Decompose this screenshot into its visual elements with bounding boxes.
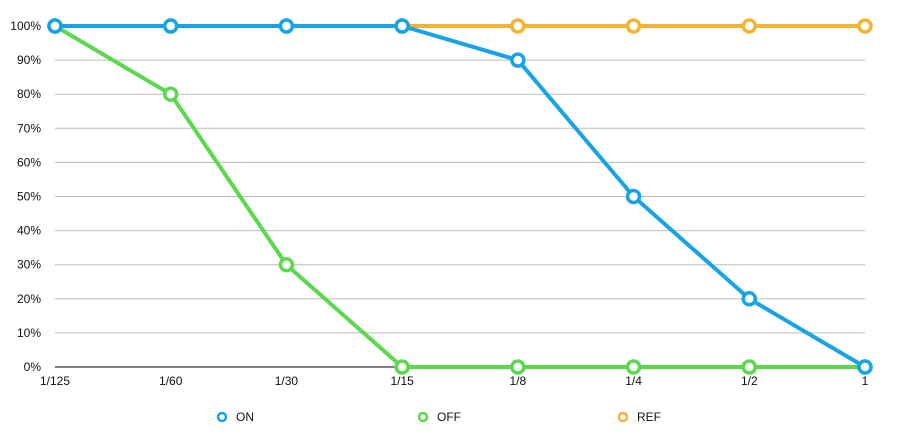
legend-marker — [417, 411, 429, 423]
data-point — [857, 18, 873, 34]
legend-label: OFF — [437, 410, 461, 424]
legend: ON OFF REF — [216, 410, 661, 424]
series-lines — [47, 18, 873, 375]
y-tick-label: 20% — [17, 292, 41, 306]
y-tick-label: 0% — [24, 360, 42, 374]
data-point — [857, 359, 873, 375]
data-point — [741, 18, 758, 34]
y-tick-label: 100% — [10, 19, 41, 33]
x-tick-label: 1/125 — [40, 374, 70, 388]
x-tick-label: 1/60 — [159, 374, 183, 388]
y-tick-label: 60% — [17, 155, 41, 169]
data-point — [510, 18, 526, 34]
data-point — [625, 18, 642, 34]
data-point — [394, 359, 410, 375]
x-tick-label: 1 — [862, 374, 869, 388]
x-axis: 1/125 1/60 1/30 1/15 1/8 1/4 1/2 1 — [40, 366, 869, 388]
data-point — [625, 359, 642, 375]
legend-marker — [216, 411, 228, 423]
data-point — [741, 291, 758, 307]
data-point — [510, 52, 526, 68]
data-point — [625, 188, 642, 205]
y-tick-label: 10% — [17, 326, 41, 340]
gridlines — [55, 25, 865, 334]
legend-label: REF — [637, 410, 661, 424]
x-tick-label: 1/4 — [625, 374, 642, 388]
legend-item-ref: REF — [617, 410, 661, 424]
data-point — [162, 86, 179, 102]
data-point — [278, 18, 295, 34]
y-tick-label: 40% — [17, 224, 41, 238]
legend-item-on: ON — [216, 410, 254, 424]
y-axis: 0% 10% 20% 30% 40% 50% 60% 70% 80% 90% 100% — [10, 19, 41, 374]
series-line — [53, 24, 867, 369]
data-point — [510, 359, 526, 375]
x-tick-label: 1/15 — [390, 374, 414, 388]
data-point — [47, 18, 63, 34]
data-point — [278, 256, 295, 273]
series-line — [53, 24, 867, 369]
y-tick-label: 90% — [17, 53, 41, 67]
legend-item-off: OFF — [417, 410, 461, 424]
x-tick-label: 1/30 — [275, 374, 299, 388]
y-tick-label: 70% — [17, 121, 41, 135]
legend-marker — [617, 411, 629, 423]
y-tick-label: 30% — [17, 258, 41, 272]
x-tick-label: 1/8 — [510, 374, 527, 388]
data-point — [741, 359, 758, 375]
y-tick-label: 80% — [17, 87, 41, 101]
series-on — [47, 18, 873, 375]
data-point — [394, 18, 410, 34]
y-tick-label: 50% — [17, 190, 41, 204]
data-point — [162, 18, 179, 34]
legend-label: ON — [236, 410, 254, 424]
x-tick-label: 1/2 — [741, 374, 758, 388]
